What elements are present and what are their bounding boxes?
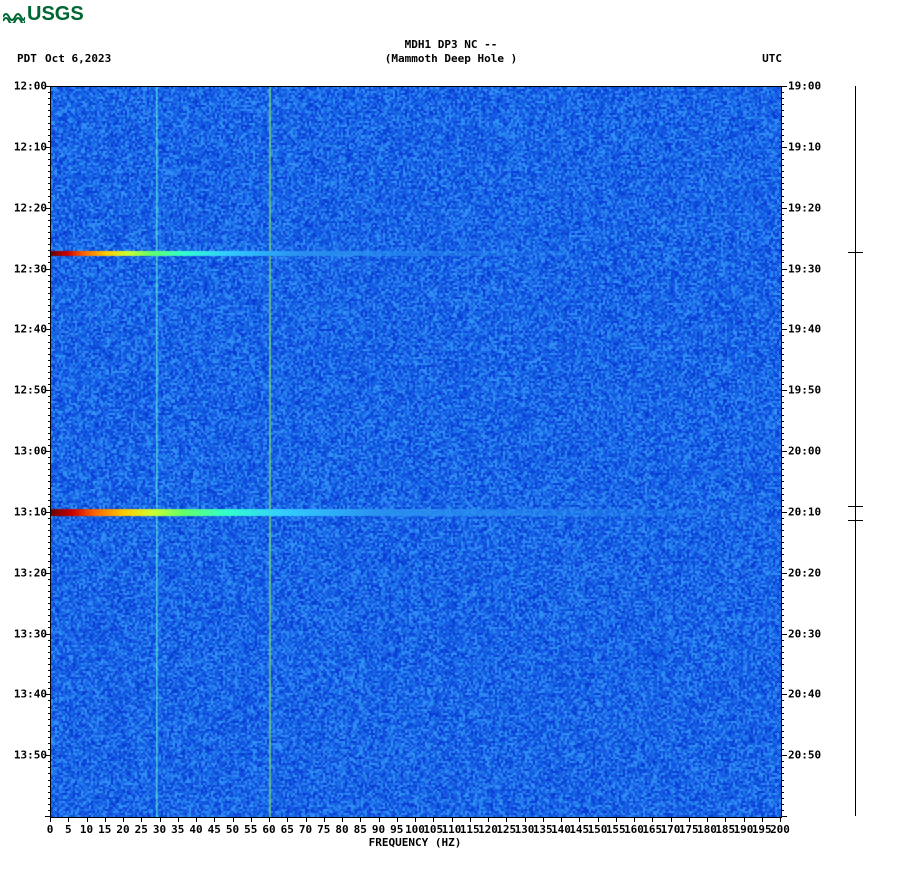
y-tick-label: 19:30 [788, 262, 821, 275]
x-tick-label: 175 [679, 823, 699, 836]
wave-icon [3, 7, 25, 23]
date-label: Oct 6,2023 [45, 52, 111, 65]
x-tick-label: 170 [661, 823, 681, 836]
y-tick-label: 13:30 [14, 627, 47, 640]
x-tick-label: 0 [47, 823, 54, 836]
x-tick-label: 125 [496, 823, 516, 836]
y-tick-label: 12:40 [14, 323, 47, 336]
x-tick-label: 100 [405, 823, 425, 836]
x-tick-label: 155 [606, 823, 626, 836]
tz-right-label: UTC [762, 52, 782, 65]
y-tick-label: 13:00 [14, 445, 47, 458]
x-tick-label: 120 [478, 823, 498, 836]
x-tick-label: 90 [372, 823, 385, 836]
x-tick-label: 135 [533, 823, 553, 836]
x-axis: 0510152025303540455055606570758085909510… [50, 817, 780, 837]
x-tick-label: 105 [423, 823, 443, 836]
x-tick-label: 25 [135, 823, 148, 836]
y-tick-label: 12:20 [14, 201, 47, 214]
x-tick-label: 55 [244, 823, 257, 836]
x-tick-label: 95 [390, 823, 403, 836]
x-tick-label: 200 [770, 823, 790, 836]
y-tick-label: 20:10 [788, 505, 821, 518]
x-axis-label: FREQUENCY (HZ) [50, 836, 780, 849]
x-tick-label: 145 [569, 823, 589, 836]
station-line: MDH1 DP3 NC -- [0, 38, 902, 51]
y-axis-left: 12:0012:1012:2012:3012:4012:5013:0013:10… [0, 86, 50, 816]
y-tick-label: 13:40 [14, 688, 47, 701]
y-tick-label: 13:10 [14, 505, 47, 518]
y-axis-right: 19:0019:1019:2019:3019:4019:5020:0020:10… [782, 86, 832, 816]
tz-left-label: PDT [17, 52, 37, 65]
y-tick-label: 19:20 [788, 201, 821, 214]
x-tick-label: 195 [752, 823, 772, 836]
x-tick-label: 40 [189, 823, 202, 836]
x-tick-label: 70 [299, 823, 312, 836]
y-tick-label: 20:20 [788, 566, 821, 579]
x-tick-label: 15 [98, 823, 111, 836]
spectrogram-chart [50, 86, 782, 818]
x-tick-label: 30 [153, 823, 166, 836]
x-tick-label: 185 [715, 823, 735, 836]
x-tick-label: 190 [734, 823, 754, 836]
y-tick-label: 20:50 [788, 749, 821, 762]
x-tick-label: 110 [442, 823, 462, 836]
y-tick-label: 19:10 [788, 140, 821, 153]
x-tick-label: 5 [65, 823, 72, 836]
x-tick-label: 130 [515, 823, 535, 836]
utc-scale-bar [855, 86, 856, 816]
y-tick-label: 20:30 [788, 627, 821, 640]
y-tick-label: 13:50 [14, 749, 47, 762]
x-tick-label: 10 [80, 823, 93, 836]
y-tick-label: 12:30 [14, 262, 47, 275]
y-tick-label: 12:10 [14, 140, 47, 153]
x-tick-label: 85 [354, 823, 367, 836]
x-tick-label: 65 [281, 823, 294, 836]
x-tick-label: 80 [335, 823, 348, 836]
y-tick-label: 12:00 [14, 80, 47, 93]
y-tick-label: 12:50 [14, 384, 47, 397]
x-tick-label: 150 [588, 823, 608, 836]
x-tick-label: 165 [642, 823, 662, 836]
y-tick-label: 20:00 [788, 445, 821, 458]
usgs-logo: USGS [3, 3, 84, 26]
x-tick-label: 50 [226, 823, 239, 836]
x-tick-label: 115 [460, 823, 480, 836]
y-tick-label: 19:40 [788, 323, 821, 336]
x-tick-label: 160 [624, 823, 644, 836]
x-tick-label: 20 [116, 823, 129, 836]
y-tick-label: 19:50 [788, 384, 821, 397]
x-tick-label: 140 [551, 823, 571, 836]
logo-text: USGS [27, 3, 84, 26]
spectrogram-canvas [51, 87, 781, 817]
y-tick-label: 19:00 [788, 80, 821, 93]
x-tick-label: 35 [171, 823, 184, 836]
x-tick-label: 45 [208, 823, 221, 836]
x-tick-label: 75 [317, 823, 330, 836]
y-tick-label: 20:40 [788, 688, 821, 701]
y-tick-label: 13:20 [14, 566, 47, 579]
x-tick-label: 180 [697, 823, 717, 836]
x-tick-label: 60 [262, 823, 275, 836]
